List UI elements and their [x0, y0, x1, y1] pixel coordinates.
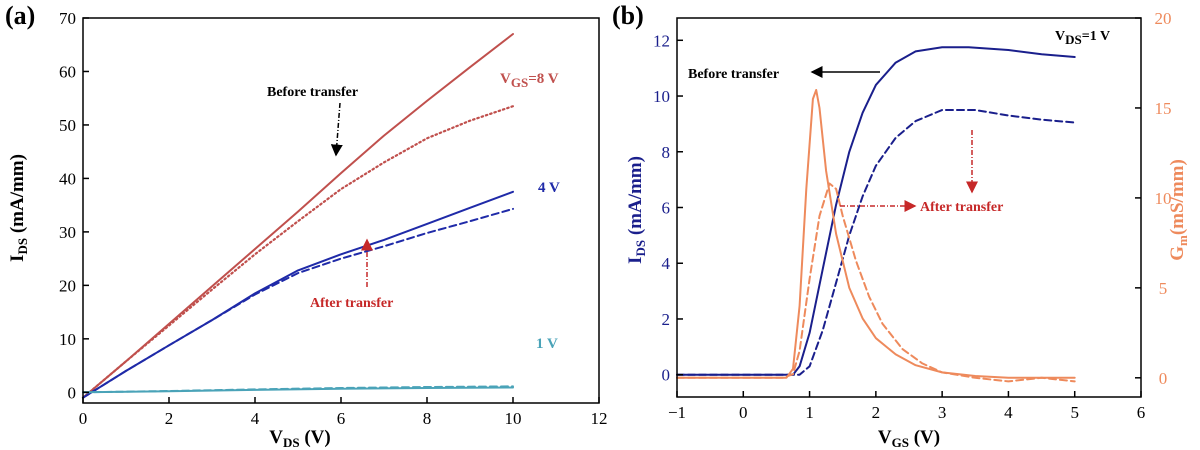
before-transfer-arrow-a: [330, 102, 343, 157]
series-line-b-1: [676, 109, 1076, 376]
panel-b-label: (b): [612, 1, 644, 30]
x-tick-label: 10: [505, 409, 522, 428]
x-tick-label: 2: [872, 403, 881, 422]
panel-b-x-axis-title: VGS (V): [878, 427, 940, 450]
y-tick-label: 4: [662, 254, 671, 273]
vgs-4v-label: 4 V: [538, 180, 560, 196]
x-tick-label: 12: [591, 409, 608, 428]
panel-a-marks: [81, 33, 515, 399]
x-tick-label: 3: [938, 403, 947, 422]
series-line-a-3: [82, 207, 514, 399]
y-tick-label: 12: [653, 31, 670, 50]
y-tick-label: 60: [59, 62, 76, 81]
series-line-a-5: [82, 385, 514, 394]
panel-b-y-axis-title: IDS (mA/mm): [625, 156, 648, 264]
panel-a-x-axis-title: VDS (V): [269, 427, 331, 450]
y-tick-label: 20: [59, 276, 76, 295]
x-tick-label: 4: [251, 409, 260, 428]
series-line-b-3: [676, 182, 1076, 383]
x-tick-label: 2: [165, 409, 174, 428]
panel-a: (a) 0 2 4 6 8 10 12 0 10 20 30 40 50 60 70 Before tran…: [5, 1, 608, 450]
series-line-b-0: [676, 46, 1076, 376]
y-tick-label: 50: [59, 116, 76, 135]
y-tick-label: 10: [653, 87, 670, 106]
series-line-a-2: [82, 190, 514, 399]
y-tick-label: 40: [59, 169, 76, 188]
after-transfer-label-b: After transfer: [920, 200, 1003, 215]
y2-tick-label: 0: [1159, 369, 1168, 388]
y-tick-label: 0: [68, 383, 77, 402]
after-transfer-label-a: After transfer: [310, 296, 393, 311]
y-tick-label: 8: [662, 143, 671, 162]
y2-tick-label: 15: [1155, 99, 1172, 118]
x-tick-label: 4: [1004, 403, 1013, 422]
y-tick-label: 30: [59, 223, 76, 242]
panel-a-label: (a): [5, 1, 35, 30]
y-tick-label: 70: [59, 9, 76, 28]
before-transfer-label-a: Before transfer: [267, 85, 358, 100]
panel-a-axes: 0 2 4 6 8 10 12 0 10 20 30 40 50 60 70: [59, 9, 608, 428]
x-tick-label: 0: [739, 403, 748, 422]
panel-a-y-axis-title: IDS (mA/mm): [7, 154, 30, 262]
y2-tick-label: 20: [1155, 9, 1172, 28]
y-tick-label: 6: [662, 199, 671, 218]
y-tick-label: 0: [662, 366, 671, 385]
y2-tick-label: 5: [1159, 279, 1168, 298]
x-tick-label: 1: [805, 403, 814, 422]
vds-label: VDS=1 V: [1055, 29, 1110, 47]
y2-tick-label: 10: [1155, 189, 1172, 208]
panel-b-y2-axis-title: Gm(mS/mm): [1167, 159, 1190, 261]
series-line-b-2: [676, 89, 1076, 379]
vgs-8v-label: VGS=8 V: [500, 71, 559, 90]
x-tick-label: 0: [79, 409, 88, 428]
y-tick-label: 10: [59, 330, 76, 349]
x-tick-label: 8: [423, 409, 432, 428]
panel-b-marks: [676, 46, 1076, 383]
y-tick-label: 2: [662, 310, 671, 329]
before-transfer-label-b: Before transfer: [688, 67, 779, 82]
series-line-a-1: [81, 105, 515, 399]
vgs-1v-label: 1 V: [536, 336, 558, 352]
x-tick-label: 6: [337, 409, 346, 428]
x-tick-label: −1: [668, 403, 686, 422]
x-tick-label: 5: [1070, 403, 1079, 422]
x-tick-label: 6: [1137, 403, 1146, 422]
